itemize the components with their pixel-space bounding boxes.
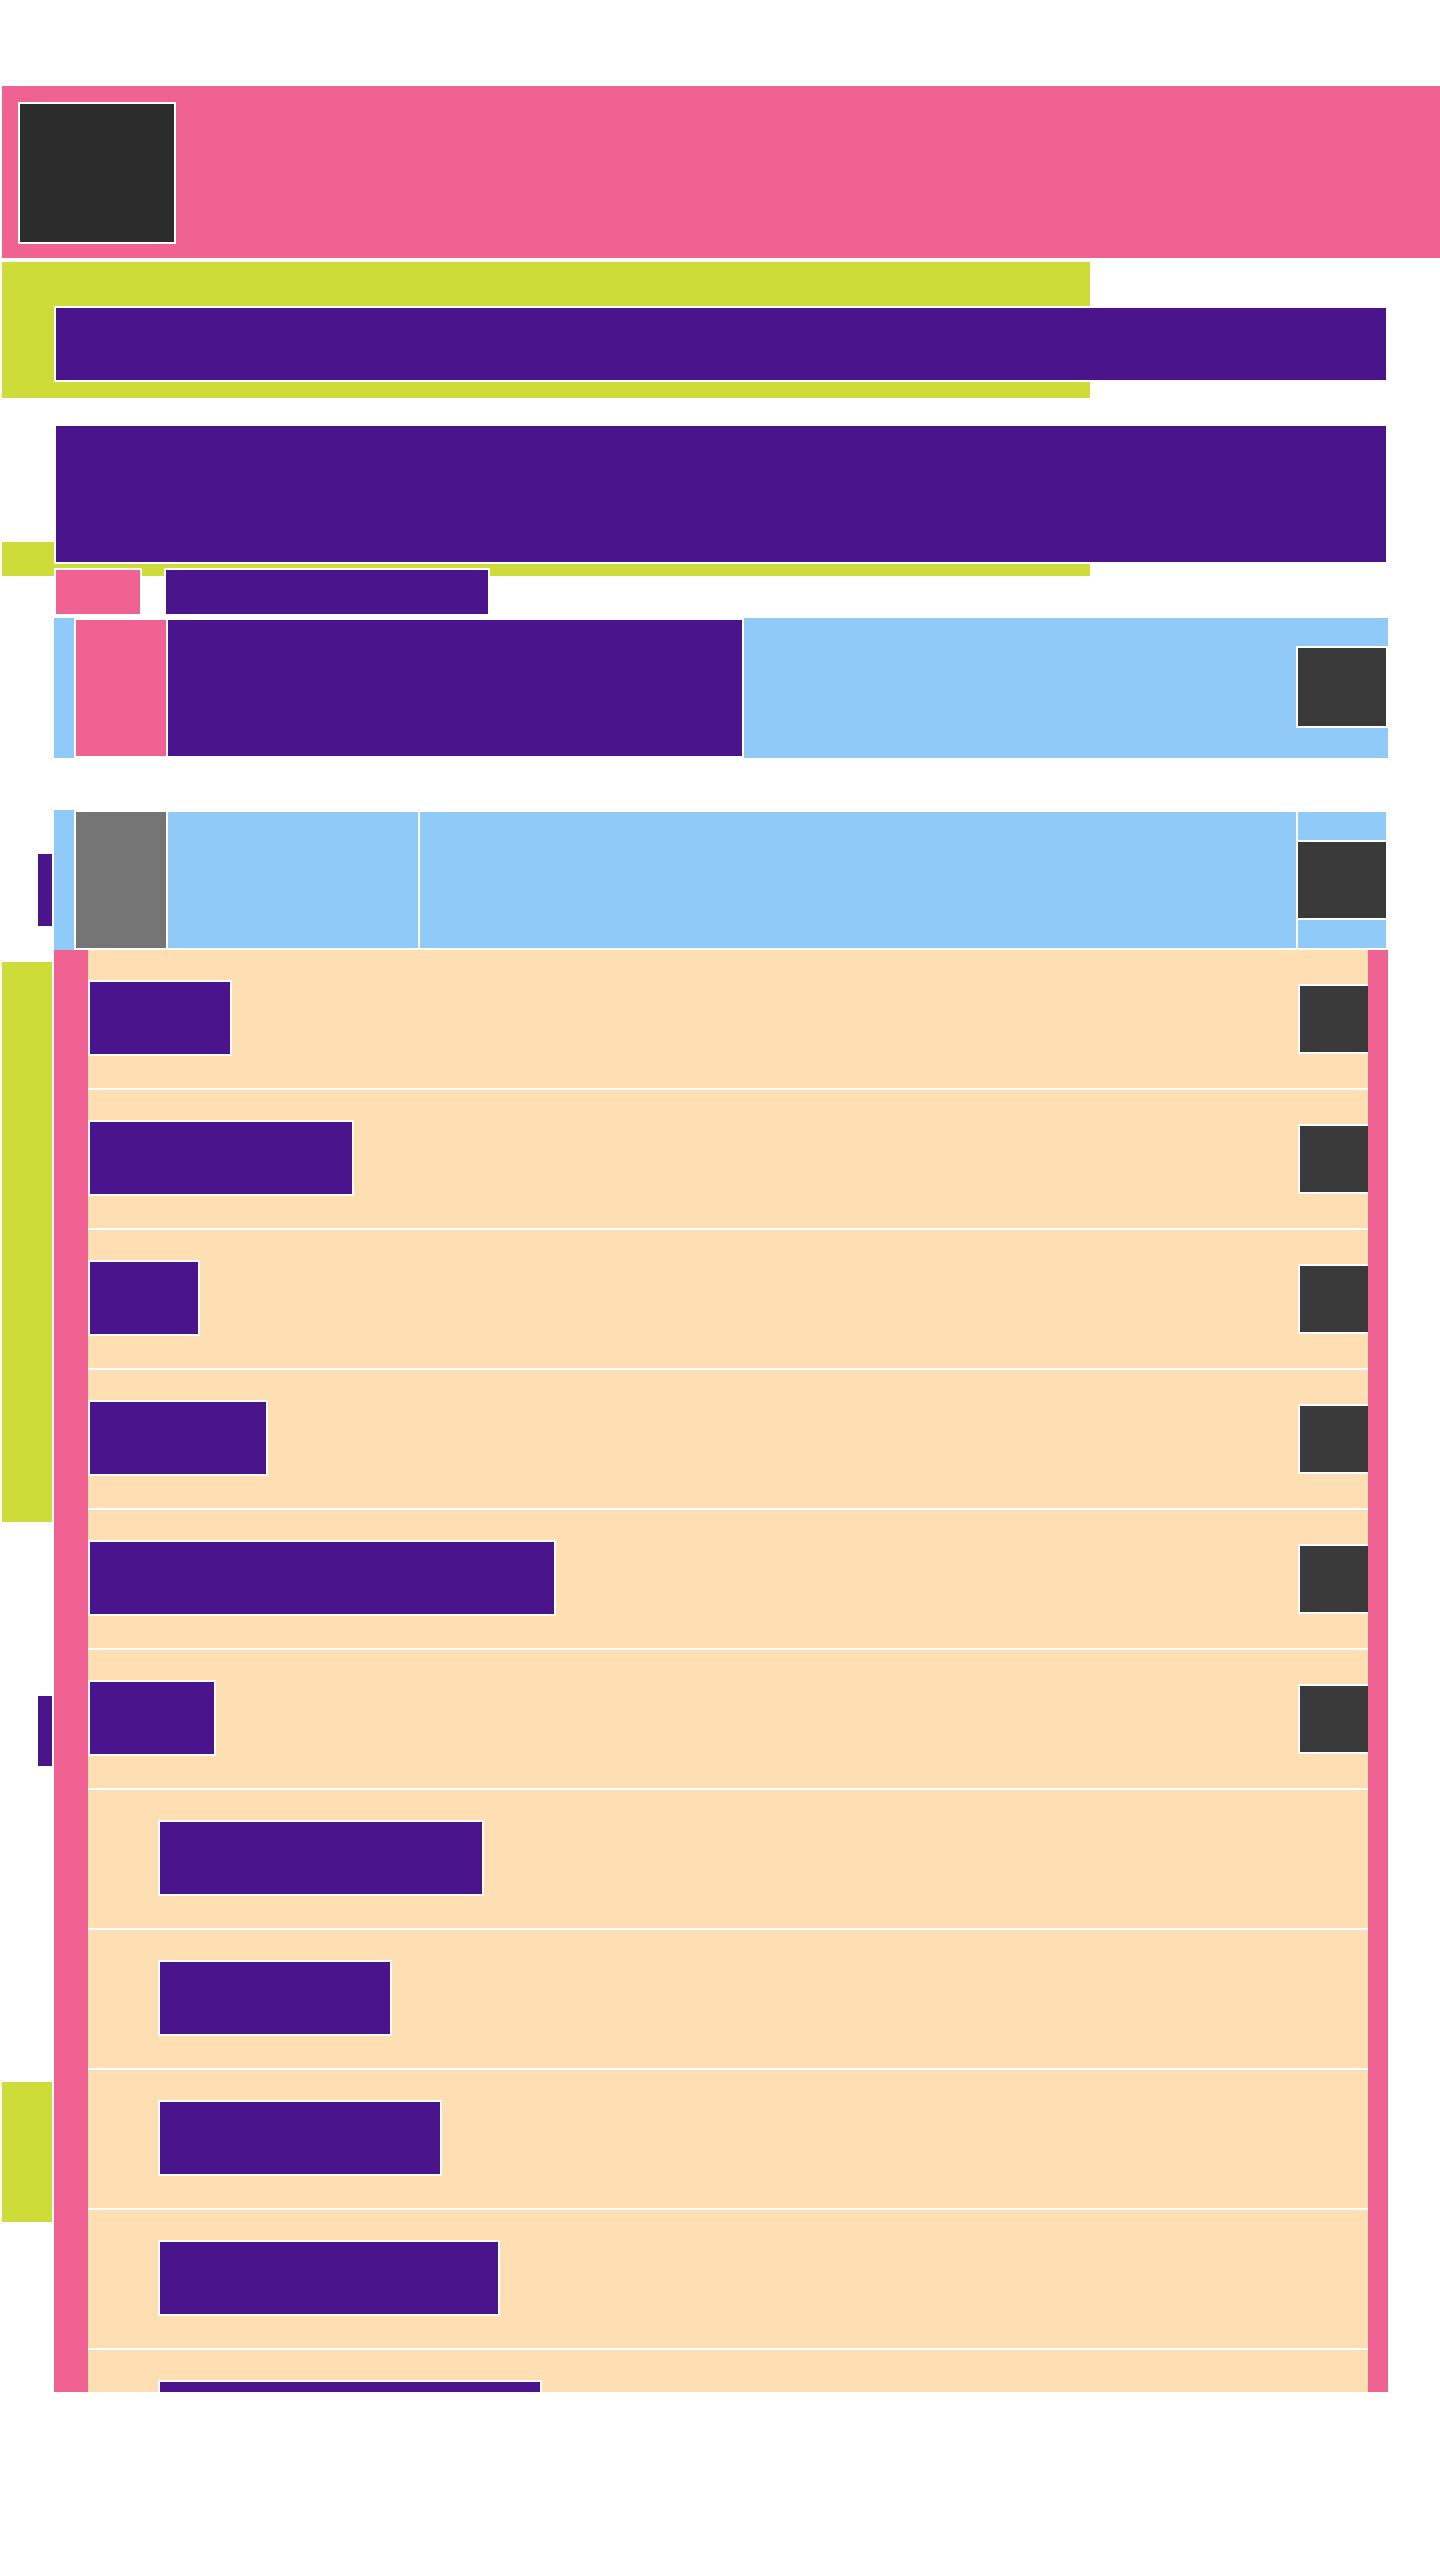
list-item[interactable]	[88, 950, 1388, 1090]
list-item-label	[88, 1680, 216, 1756]
list-item-edge	[1368, 950, 1388, 1090]
list-item-label	[88, 1260, 200, 1336]
list-item[interactable]	[88, 1090, 1388, 1230]
list-item-edge	[1368, 1930, 1388, 2070]
list-item[interactable]	[88, 2210, 1388, 2350]
list-item-action-button[interactable]	[1298, 1684, 1370, 1754]
list-item[interactable]	[88, 1650, 1388, 1790]
list-item-action-button[interactable]	[1298, 1124, 1370, 1194]
side-tab[interactable]	[2, 1102, 54, 1242]
list-item-label	[88, 1400, 268, 1476]
list-item[interactable]	[88, 1230, 1388, 1370]
list-item-action-button[interactable]	[1298, 1544, 1370, 1614]
toolbar-title	[166, 618, 744, 758]
list-item-label	[88, 1120, 354, 1196]
app-logo-icon[interactable]	[18, 102, 176, 244]
side-tab[interactable]	[2, 1382, 54, 1522]
list-item-label	[158, 1820, 484, 1896]
side-tab[interactable]	[2, 1242, 54, 1382]
list-item-action-button[interactable]	[1298, 1404, 1370, 1474]
list-item[interactable]	[88, 1510, 1388, 1650]
list-item-edge	[1368, 1510, 1388, 1650]
side-tab[interactable]	[2, 2082, 54, 2222]
list-item-label	[158, 2380, 542, 2392]
toolbar-badge	[74, 618, 168, 758]
list-item-label	[88, 980, 232, 1056]
list-item-label	[158, 2100, 442, 2176]
list-item[interactable]	[88, 1790, 1388, 1930]
list-item-action-button[interactable]	[1298, 1264, 1370, 1334]
list-item-action-button[interactable]	[1298, 984, 1370, 1054]
side-tab[interactable]	[2, 962, 54, 1102]
hero-caption	[164, 568, 490, 616]
list-item-edge	[1368, 2070, 1388, 2210]
toolbar-action-button[interactable]	[1296, 646, 1388, 728]
list-item[interactable]	[88, 2070, 1388, 2210]
list-item-edge	[1368, 1090, 1388, 1230]
list-item-edge	[1368, 1370, 1388, 1510]
list-item-label	[158, 1960, 392, 2036]
list-item-edge	[1368, 2350, 1388, 2392]
toolbar-column-b	[418, 810, 1298, 950]
list-item-edge	[1368, 1230, 1388, 1370]
list-item-label	[88, 1540, 556, 1616]
side-marker	[36, 852, 54, 928]
list-item[interactable]	[88, 1370, 1388, 1510]
side-marker	[36, 1694, 54, 1768]
avatar[interactable]	[74, 810, 168, 950]
list-item-edge	[1368, 1650, 1388, 1790]
toolbar-column-a	[166, 810, 420, 950]
app-header	[2, 86, 1440, 258]
list-item-edge	[1368, 2210, 1388, 2350]
toolbar-secondary-action-button[interactable]	[1296, 840, 1388, 920]
hero-tag	[54, 568, 142, 616]
banner-bar	[54, 306, 1388, 382]
hero-block	[54, 424, 1388, 564]
list-item-label	[158, 2240, 500, 2316]
list-item-edge	[1368, 1790, 1388, 1930]
list-item[interactable]	[88, 1930, 1388, 2070]
list-item[interactable]	[88, 2350, 1388, 2392]
list-body	[88, 950, 1388, 2392]
list-panel	[54, 950, 1388, 2392]
